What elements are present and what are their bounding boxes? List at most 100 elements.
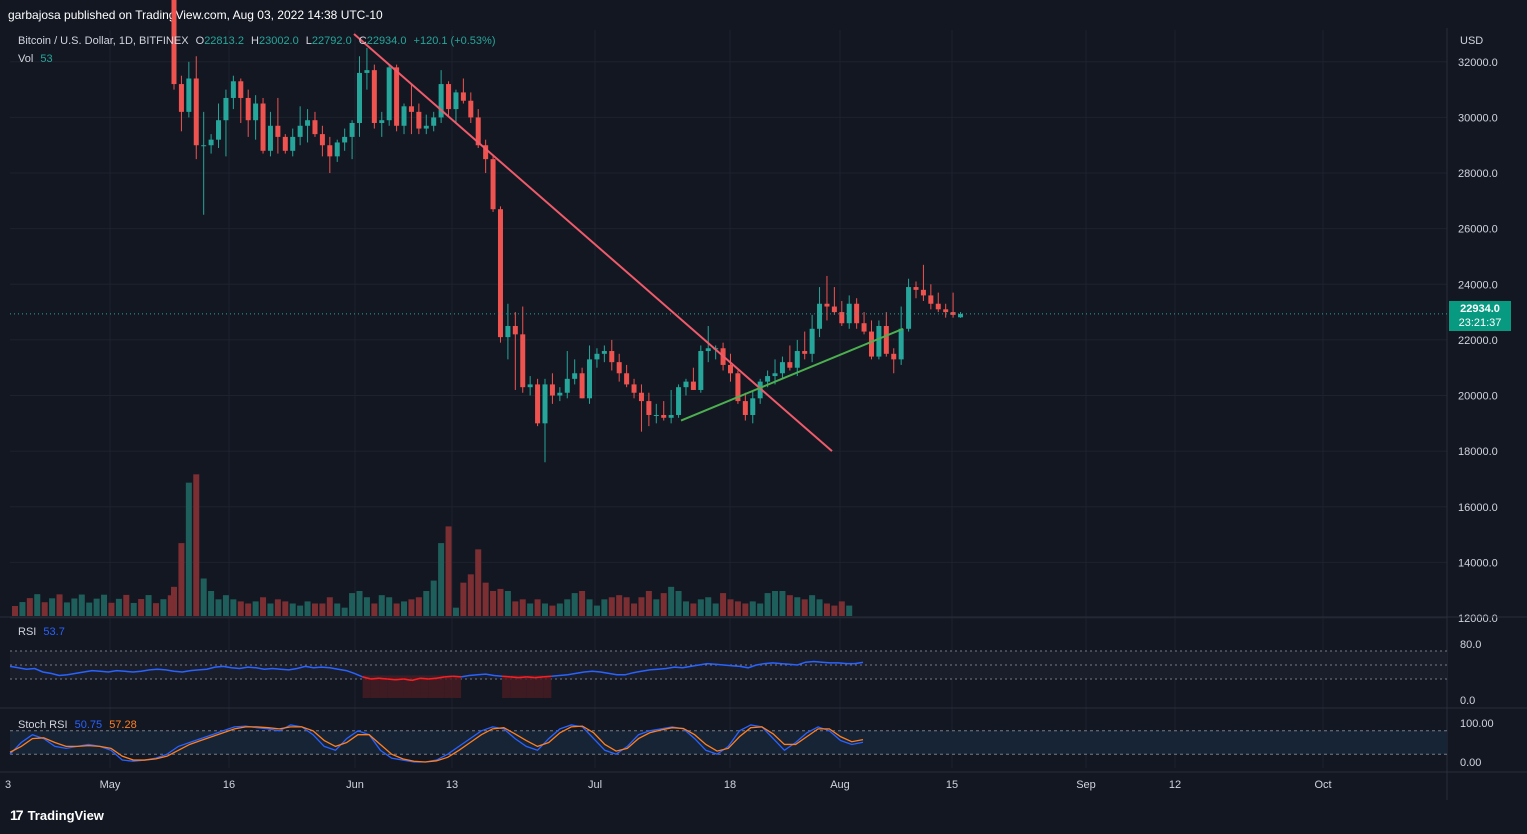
candle-body — [891, 353, 897, 360]
tradingview-footer[interactable]: 17 TradingView — [10, 807, 104, 823]
candle-body — [579, 373, 585, 399]
grid-lines — [10, 30, 1447, 768]
volume-bar — [237, 601, 244, 616]
volume-bar — [823, 603, 830, 616]
volume-bar — [504, 591, 511, 616]
candle-body — [535, 384, 541, 424]
rsi-oversold-fill — [502, 675, 511, 698]
rsi-oversold-segment — [379, 677, 388, 680]
candle-body — [950, 312, 956, 315]
candle-body — [416, 111, 422, 129]
rsi-oversold-fill — [436, 675, 445, 698]
candle-body — [676, 387, 682, 415]
candle-body — [290, 136, 296, 151]
candle-body — [876, 326, 882, 357]
volume-bar — [675, 591, 682, 616]
candle-body — [171, 0, 177, 85]
volume-bar — [282, 601, 289, 616]
volume-bar — [660, 593, 667, 616]
rsi-oversold-fill — [370, 675, 380, 698]
volume-bar — [415, 597, 422, 616]
candle-body — [846, 303, 852, 324]
volume-bar — [764, 593, 771, 616]
volume-bar — [423, 591, 430, 616]
candle-body — [735, 373, 741, 402]
candle-body — [831, 306, 837, 313]
current-price: 22934.0 — [1460, 303, 1500, 315]
candle-body — [431, 117, 437, 126]
stoch-k-value: 50.75 — [74, 719, 103, 731]
volume-bar — [452, 607, 459, 616]
volume-bar — [185, 482, 192, 616]
candle-body — [178, 84, 184, 112]
volume-bar — [363, 597, 370, 616]
rsi-oversold-fill — [444, 675, 453, 698]
change-value: +120.1 (+0.53%) — [413, 35, 496, 47]
volume-bar — [408, 599, 415, 616]
volume-bar — [356, 591, 363, 616]
rsi-oversold-segment — [518, 676, 527, 679]
candle-body — [408, 106, 414, 112]
x-tick-label: 18 — [724, 779, 736, 791]
volume-bar — [601, 599, 608, 616]
stoch-d-line — [9, 725, 864, 763]
volume-bar — [749, 601, 756, 616]
y-tick-label: 12000.0 — [1458, 613, 1498, 625]
candle-body — [542, 384, 548, 424]
volume-bar — [267, 603, 274, 616]
candle-body — [327, 145, 333, 157]
volume-bar — [19, 602, 26, 616]
candle-body — [690, 381, 696, 390]
candle-body — [646, 401, 652, 415]
volume-bar — [653, 599, 660, 616]
candle-body — [497, 209, 503, 338]
volume-bar — [178, 543, 185, 616]
stoch-tick-label: 100.00 — [1460, 718, 1494, 730]
candle-body — [868, 331, 874, 357]
volume-bar — [260, 597, 267, 616]
volume-bar — [274, 599, 281, 616]
volume-bar — [334, 603, 341, 616]
volume-bar — [12, 606, 18, 616]
volume-bar — [208, 591, 215, 616]
candle-body — [794, 351, 800, 368]
volume-bar — [779, 591, 786, 616]
stoch-legend: Stoch RSI 50.75 57.28 — [18, 719, 141, 731]
rsi-oversold-fill — [428, 675, 437, 698]
volume-bar — [579, 591, 586, 616]
volume-bar — [252, 601, 259, 616]
candle-body — [772, 373, 778, 377]
volume-bar — [705, 597, 712, 616]
candle-body — [460, 92, 466, 101]
candle-body — [312, 120, 318, 135]
rsi-oversold-fill — [395, 675, 404, 698]
candle-body — [817, 303, 823, 329]
symbol-legend: Bitcoin / U.S. Dollar, 1D, BITFINEX O228… — [18, 35, 499, 47]
candle-body — [275, 125, 281, 137]
volume-bar — [645, 591, 652, 616]
volume-bar — [616, 595, 623, 616]
volume-legend: Vol 53 — [18, 53, 57, 65]
candle-body — [319, 134, 325, 146]
volume-bar — [727, 599, 734, 616]
volume-bar — [34, 594, 41, 616]
rsi-oversold-fill — [543, 675, 552, 698]
candle-body — [394, 67, 400, 126]
candle-body — [609, 351, 615, 363]
volume-bar — [86, 602, 93, 616]
rsi-oversold-segment — [510, 676, 519, 679]
volume-bar — [631, 603, 638, 616]
volume-bar — [467, 574, 474, 616]
candle-body — [757, 381, 763, 399]
volume-bar — [123, 594, 130, 616]
rsi-oversold-segment — [502, 675, 511, 678]
candle-body — [230, 81, 236, 98]
volume-bar — [734, 601, 741, 616]
volume-bar — [49, 598, 56, 616]
rsi-label: RSI — [18, 626, 37, 638]
volume-bar — [430, 580, 437, 616]
rsi-oversold-segment — [436, 676, 445, 680]
candle-body — [446, 84, 452, 110]
stoch-band — [10, 730, 1447, 755]
